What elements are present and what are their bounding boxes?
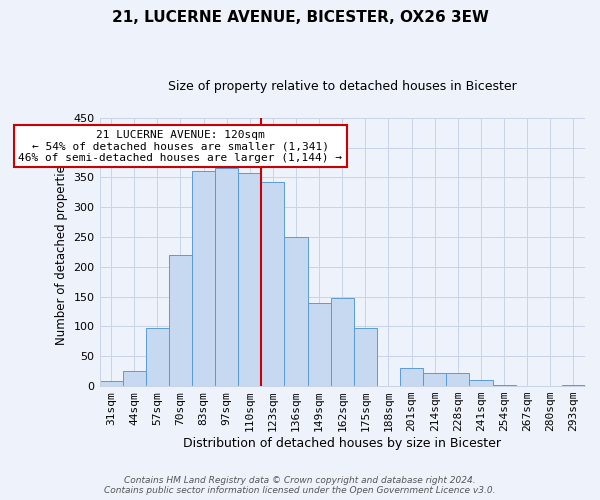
Bar xyxy=(331,298,354,386)
Bar xyxy=(262,182,284,386)
Bar xyxy=(284,237,308,386)
Bar xyxy=(562,385,585,386)
Y-axis label: Number of detached properties: Number of detached properties xyxy=(55,159,68,345)
Bar xyxy=(192,172,215,386)
Text: Contains HM Land Registry data © Crown copyright and database right 2024.
Contai: Contains HM Land Registry data © Crown c… xyxy=(104,476,496,495)
Bar xyxy=(122,371,146,386)
Bar xyxy=(238,172,262,386)
Bar xyxy=(446,373,469,386)
Text: 21 LUCERNE AVENUE: 120sqm
← 54% of detached houses are smaller (1,341)
46% of se: 21 LUCERNE AVENUE: 120sqm ← 54% of detac… xyxy=(19,130,343,163)
Bar xyxy=(308,302,331,386)
Bar xyxy=(493,385,515,386)
Bar xyxy=(215,168,238,386)
Bar xyxy=(423,373,446,386)
Bar xyxy=(100,382,122,386)
Title: Size of property relative to detached houses in Bicester: Size of property relative to detached ho… xyxy=(168,80,517,93)
Text: 21, LUCERNE AVENUE, BICESTER, OX26 3EW: 21, LUCERNE AVENUE, BICESTER, OX26 3EW xyxy=(112,10,488,25)
Bar xyxy=(146,328,169,386)
Bar xyxy=(469,380,493,386)
Bar xyxy=(400,368,423,386)
Bar xyxy=(169,255,192,386)
X-axis label: Distribution of detached houses by size in Bicester: Distribution of detached houses by size … xyxy=(183,437,501,450)
Bar xyxy=(354,328,377,386)
